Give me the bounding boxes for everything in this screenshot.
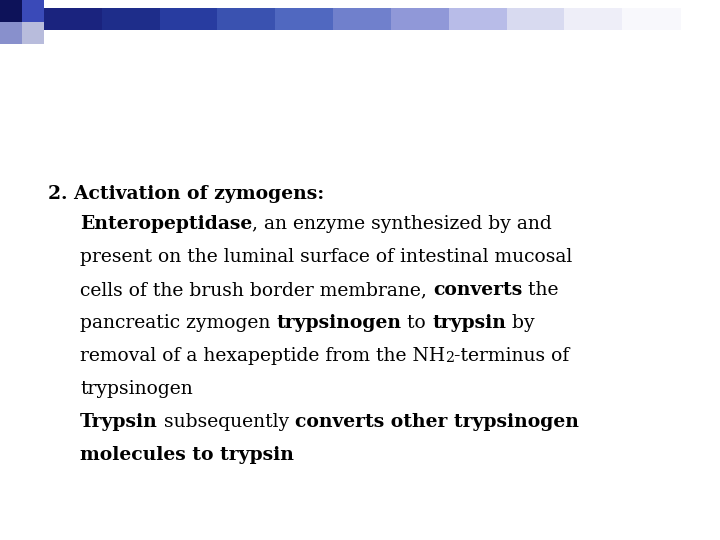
Text: trypsin: trypsin [432, 314, 506, 332]
Text: 2. Activation of zymogens:: 2. Activation of zymogens: [48, 185, 324, 203]
Bar [22, 0, 44, 22]
Text: , an enzyme synthesized by and: , an enzyme synthesized by and [252, 215, 552, 233]
Text: subsequently: subsequently [158, 413, 295, 431]
Bar [0, 0, 22, 22]
Text: trypsinogen: trypsinogen [276, 314, 401, 332]
Bar [564, 8, 624, 30]
Text: removal of a hexapeptide from the NH: removal of a hexapeptide from the NH [80, 347, 445, 365]
Bar [449, 8, 508, 30]
Bar [102, 8, 161, 30]
Bar [0, 22, 22, 44]
Text: Trypsin: Trypsin [80, 413, 158, 431]
Bar [44, 8, 103, 30]
Bar [391, 8, 450, 30]
Text: pancreatic zymogen: pancreatic zymogen [80, 314, 276, 332]
Bar [275, 8, 334, 30]
Text: present on the luminal surface of intestinal mucosal: present on the luminal surface of intest… [80, 248, 572, 266]
Text: converts: converts [433, 281, 522, 299]
Bar [507, 8, 565, 30]
Bar [160, 8, 218, 30]
Bar [333, 8, 392, 30]
Text: to: to [401, 314, 432, 332]
Text: cells of the brush border membrane,: cells of the brush border membrane, [80, 281, 433, 299]
Text: molecules to trypsin: molecules to trypsin [80, 446, 294, 464]
Text: Enteropeptidase: Enteropeptidase [80, 215, 252, 233]
Text: converts other trypsinogen: converts other trypsinogen [295, 413, 579, 431]
Bar [22, 22, 44, 44]
Bar [622, 8, 681, 30]
Text: 2: 2 [445, 351, 454, 365]
Text: the: the [522, 281, 559, 299]
Bar [217, 8, 276, 30]
Text: trypsinogen: trypsinogen [80, 380, 193, 398]
Text: by: by [506, 314, 535, 332]
Text: -terminus of: -terminus of [454, 347, 570, 365]
